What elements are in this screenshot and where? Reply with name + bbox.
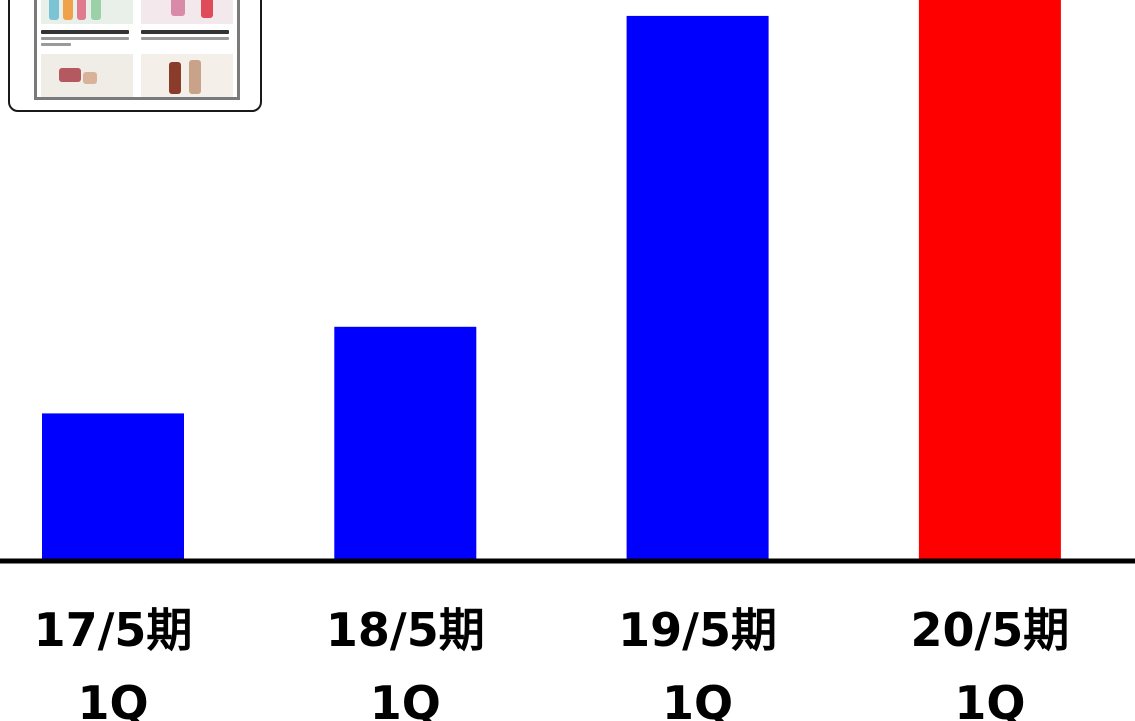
x-tick-label: 20/5期 xyxy=(910,603,1069,657)
thumbnail-caption xyxy=(41,37,129,40)
bar-1 xyxy=(42,413,184,559)
x-tick-label: 1Q xyxy=(662,676,733,721)
x-tick-label: 19/5期 xyxy=(618,603,777,657)
thumbnail-caption xyxy=(41,43,71,46)
bar-4 xyxy=(918,0,1061,559)
x-tick-label: 1Q xyxy=(77,676,148,721)
x-tick-label: 1Q xyxy=(954,676,1025,721)
bar-2 xyxy=(334,326,477,559)
x-tick-label: 1Q xyxy=(370,676,441,721)
thumbnail-caption xyxy=(141,30,229,34)
x-tick-labels: 17/5期 1Q 18/5期 1Q 19/5期 1Q 20/5期 1Q xyxy=(34,603,1070,721)
thumbnail-caption xyxy=(141,37,229,40)
app-screenshot-thumbnail xyxy=(8,0,262,112)
bars-group xyxy=(42,0,1061,559)
thumbnail-product-tile xyxy=(141,54,233,97)
thumbnail-product-tile xyxy=(41,54,133,97)
bar-3 xyxy=(626,15,769,559)
thumbnail-caption xyxy=(41,30,129,34)
thumbnail-product-tile xyxy=(41,0,133,24)
thumbnail-screen xyxy=(34,0,240,100)
thumbnail-product-tile xyxy=(141,0,233,24)
x-tick-label: 18/5期 xyxy=(326,603,485,657)
x-tick-label: 17/5期 xyxy=(34,603,193,657)
